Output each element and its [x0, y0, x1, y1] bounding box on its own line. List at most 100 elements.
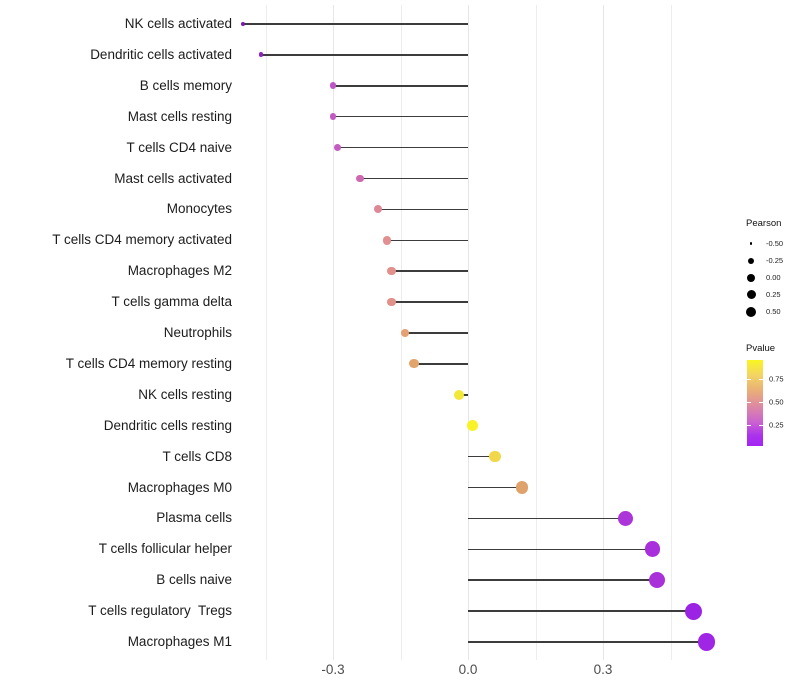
lollipop-dot [387, 266, 396, 276]
lollipop-stick [468, 548, 653, 551]
x-tick-label: 0.0 [458, 662, 478, 677]
colorbar-tick [747, 402, 751, 404]
pearson-legend-entries: -0.50 -0.25 0.00 0.25 0.50 [740, 235, 800, 320]
category-label: T cells CD4 naive [126, 139, 232, 155]
pearson-legend-entry: 0.50 [740, 303, 800, 320]
category-label: NK cells activated [124, 16, 232, 31]
lollipop-dot [373, 205, 383, 214]
category-label: T cells gamma delta [111, 294, 232, 310]
size-entry-label: 0.25 [766, 290, 781, 299]
lollipop-dot [400, 328, 410, 338]
gridline-major [333, 5, 334, 660]
category-label: Plasma cells [156, 510, 232, 526]
size-dot-swatch [748, 257, 754, 264]
pearson-legend-entry: -0.50 [740, 235, 800, 252]
lollipop-dot [453, 389, 465, 400]
lollipop-dot [387, 297, 396, 307]
x-tick-label: -0.3 [321, 662, 345, 677]
colorbar-tick [759, 402, 763, 404]
category-label: B cells memory [139, 77, 232, 93]
size-entry-label: 0.00 [766, 273, 781, 282]
lollipop-dot [697, 633, 716, 651]
lollipop-dot [617, 510, 634, 526]
category-label: NK cells resting [138, 386, 232, 402]
size-dot-swatch [749, 242, 753, 245]
lollipop-stick [468, 486, 522, 489]
colorbar-tick [747, 425, 751, 427]
pearson-size-legend: Pearson -0.50 -0.25 0.00 0.25 0.50 [740, 218, 800, 320]
pvalue-gradient-bar [747, 360, 763, 446]
pearson-legend-title: Pearson [746, 218, 782, 229]
x-tick-label: 0.3 [593, 662, 613, 677]
lollipop-dot [467, 420, 478, 432]
category-label: T cells CD8 [162, 448, 232, 464]
lollipop-stick [391, 270, 468, 272]
lollipop-stick [468, 517, 626, 520]
lollipop-dot [409, 359, 419, 369]
size-dot-swatch [747, 273, 755, 282]
lollipop-stick [360, 177, 468, 180]
category-label: B cells naive [156, 572, 232, 588]
lollipop-dot [382, 236, 392, 245]
size-entry-label: -0.50 [766, 239, 784, 248]
lollipop-dot [649, 572, 665, 589]
lollipop-dot [329, 113, 337, 121]
category-label: T cells CD4 memory resting [65, 355, 232, 371]
colorbar-tick-label: 0.25 [769, 420, 784, 430]
lollipop-stick [468, 641, 707, 643]
colorbar-tick-label: 0.75 [769, 374, 784, 384]
lollipop-stick [333, 85, 468, 87]
pearson-legend-entry: 0.00 [740, 269, 800, 286]
lollipop-stick [378, 208, 468, 211]
pvalue-color-legend: Pvalue 0.75 0.50 0.25 [740, 343, 800, 446]
category-label: Macrophages M2 [127, 263, 232, 279]
lollipop-stick [333, 115, 468, 118]
category-label: Mast cells resting [127, 108, 232, 124]
lollipop-dot [684, 602, 702, 620]
category-label: Macrophages M1 [127, 634, 232, 649]
lollipop-stick [337, 146, 468, 149]
lollipop-dot [356, 174, 364, 183]
lollipop-dot [515, 481, 529, 494]
gridline-minor [535, 5, 537, 660]
category-label: Monocytes [166, 201, 232, 217]
size-dot-swatch [746, 306, 756, 317]
category-label: T cells follicular helper [98, 541, 232, 557]
pearson-legend-entry: 0.25 [740, 286, 800, 303]
lollipop-stick [261, 54, 468, 56]
category-label: Neutrophils [163, 325, 232, 340]
pearson-legend-entry: -0.25 [740, 252, 800, 269]
category-label: Dendritic cells activated [90, 46, 232, 62]
lollipop-dot [258, 52, 264, 58]
gridline-major [468, 5, 469, 660]
size-dot-swatch [746, 290, 756, 299]
colorbar-tick-label: 0.50 [769, 397, 784, 407]
lollipop-stick [391, 301, 468, 303]
size-entry-label: -0.25 [766, 256, 784, 265]
category-label: Macrophages M0 [127, 479, 232, 495]
lollipop-stick [468, 610, 693, 612]
category-label: Mast cells activated [114, 170, 232, 186]
lollipop-stick [468, 579, 657, 581]
lollipop-dot [644, 541, 661, 558]
lollipop-dot [329, 82, 337, 90]
colorbar-tick [759, 378, 763, 380]
lollipop-dot [333, 144, 341, 152]
lollipop-stick [468, 455, 495, 458]
lollipop-dot [489, 450, 501, 463]
lollipop-dot [240, 21, 246, 27]
category-label: T cells regulatory Tregs [88, 603, 232, 619]
category-label: T cells CD4 memory activated [52, 232, 232, 248]
lollipop-stick [405, 332, 468, 334]
lollipop-stick [414, 363, 468, 365]
gridline-major [603, 5, 604, 660]
pvalue-legend-title: Pvalue [746, 343, 776, 354]
lollipop-stick [387, 239, 468, 242]
gridline-minor [265, 5, 267, 660]
colorbar-tick [747, 378, 751, 380]
size-entry-label: 0.50 [766, 307, 781, 316]
colorbar-tick [759, 425, 763, 427]
gridline-minor [670, 5, 672, 660]
